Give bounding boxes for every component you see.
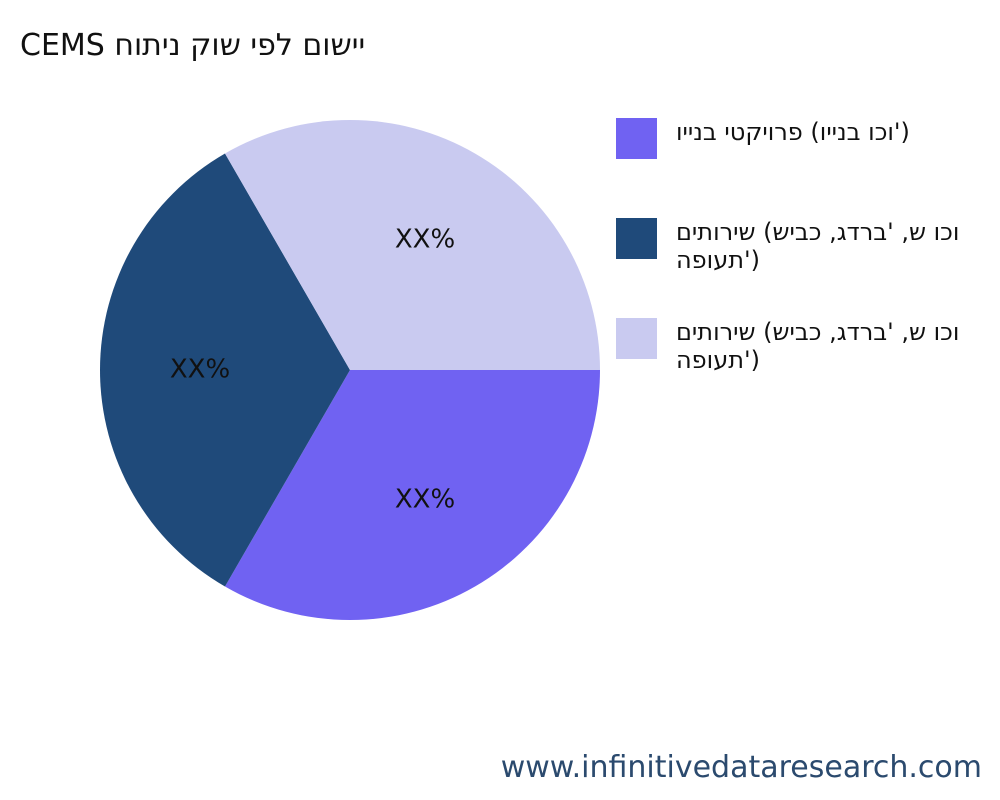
legend-swatch xyxy=(616,218,657,259)
source: www.infinitivedataresearch.com xyxy=(500,750,982,785)
legend-swatch xyxy=(616,118,657,159)
legend-label: םיתוריש (שיבכ ,גדרב' ,ש וכו הפועת') xyxy=(676,318,960,374)
legend-item: םיתוריש (שיבכ ,גדרב' ,ש וכו הפועת') xyxy=(616,318,1000,418)
slice-label: XX% xyxy=(395,225,455,255)
slice-label: XX% xyxy=(170,355,230,385)
legend-item: ויינב יטקיורפ (ויינב וכו') xyxy=(616,118,1000,218)
legend-item: םיתוריש (שיבכ ,גדרב' ,ש וכו הפועת') xyxy=(616,218,1000,318)
legend-label: םיתוריש (שיבכ ,גדרב' ,ש וכו הפועת') xyxy=(676,218,960,274)
chart-title: CEMS חותינ קוש יפל םושיי xyxy=(20,28,366,63)
legend-swatch xyxy=(616,318,657,359)
legend-label: ויינב יטקיורפ (ויינב וכו') xyxy=(676,118,910,146)
pie-slice xyxy=(225,370,600,620)
legend: ויינב יטקיורפ (ויינב וכו') םיתוריש (שיבכ … xyxy=(616,118,1000,418)
slice-label: XX% xyxy=(395,484,455,514)
pie-slice xyxy=(225,119,600,370)
